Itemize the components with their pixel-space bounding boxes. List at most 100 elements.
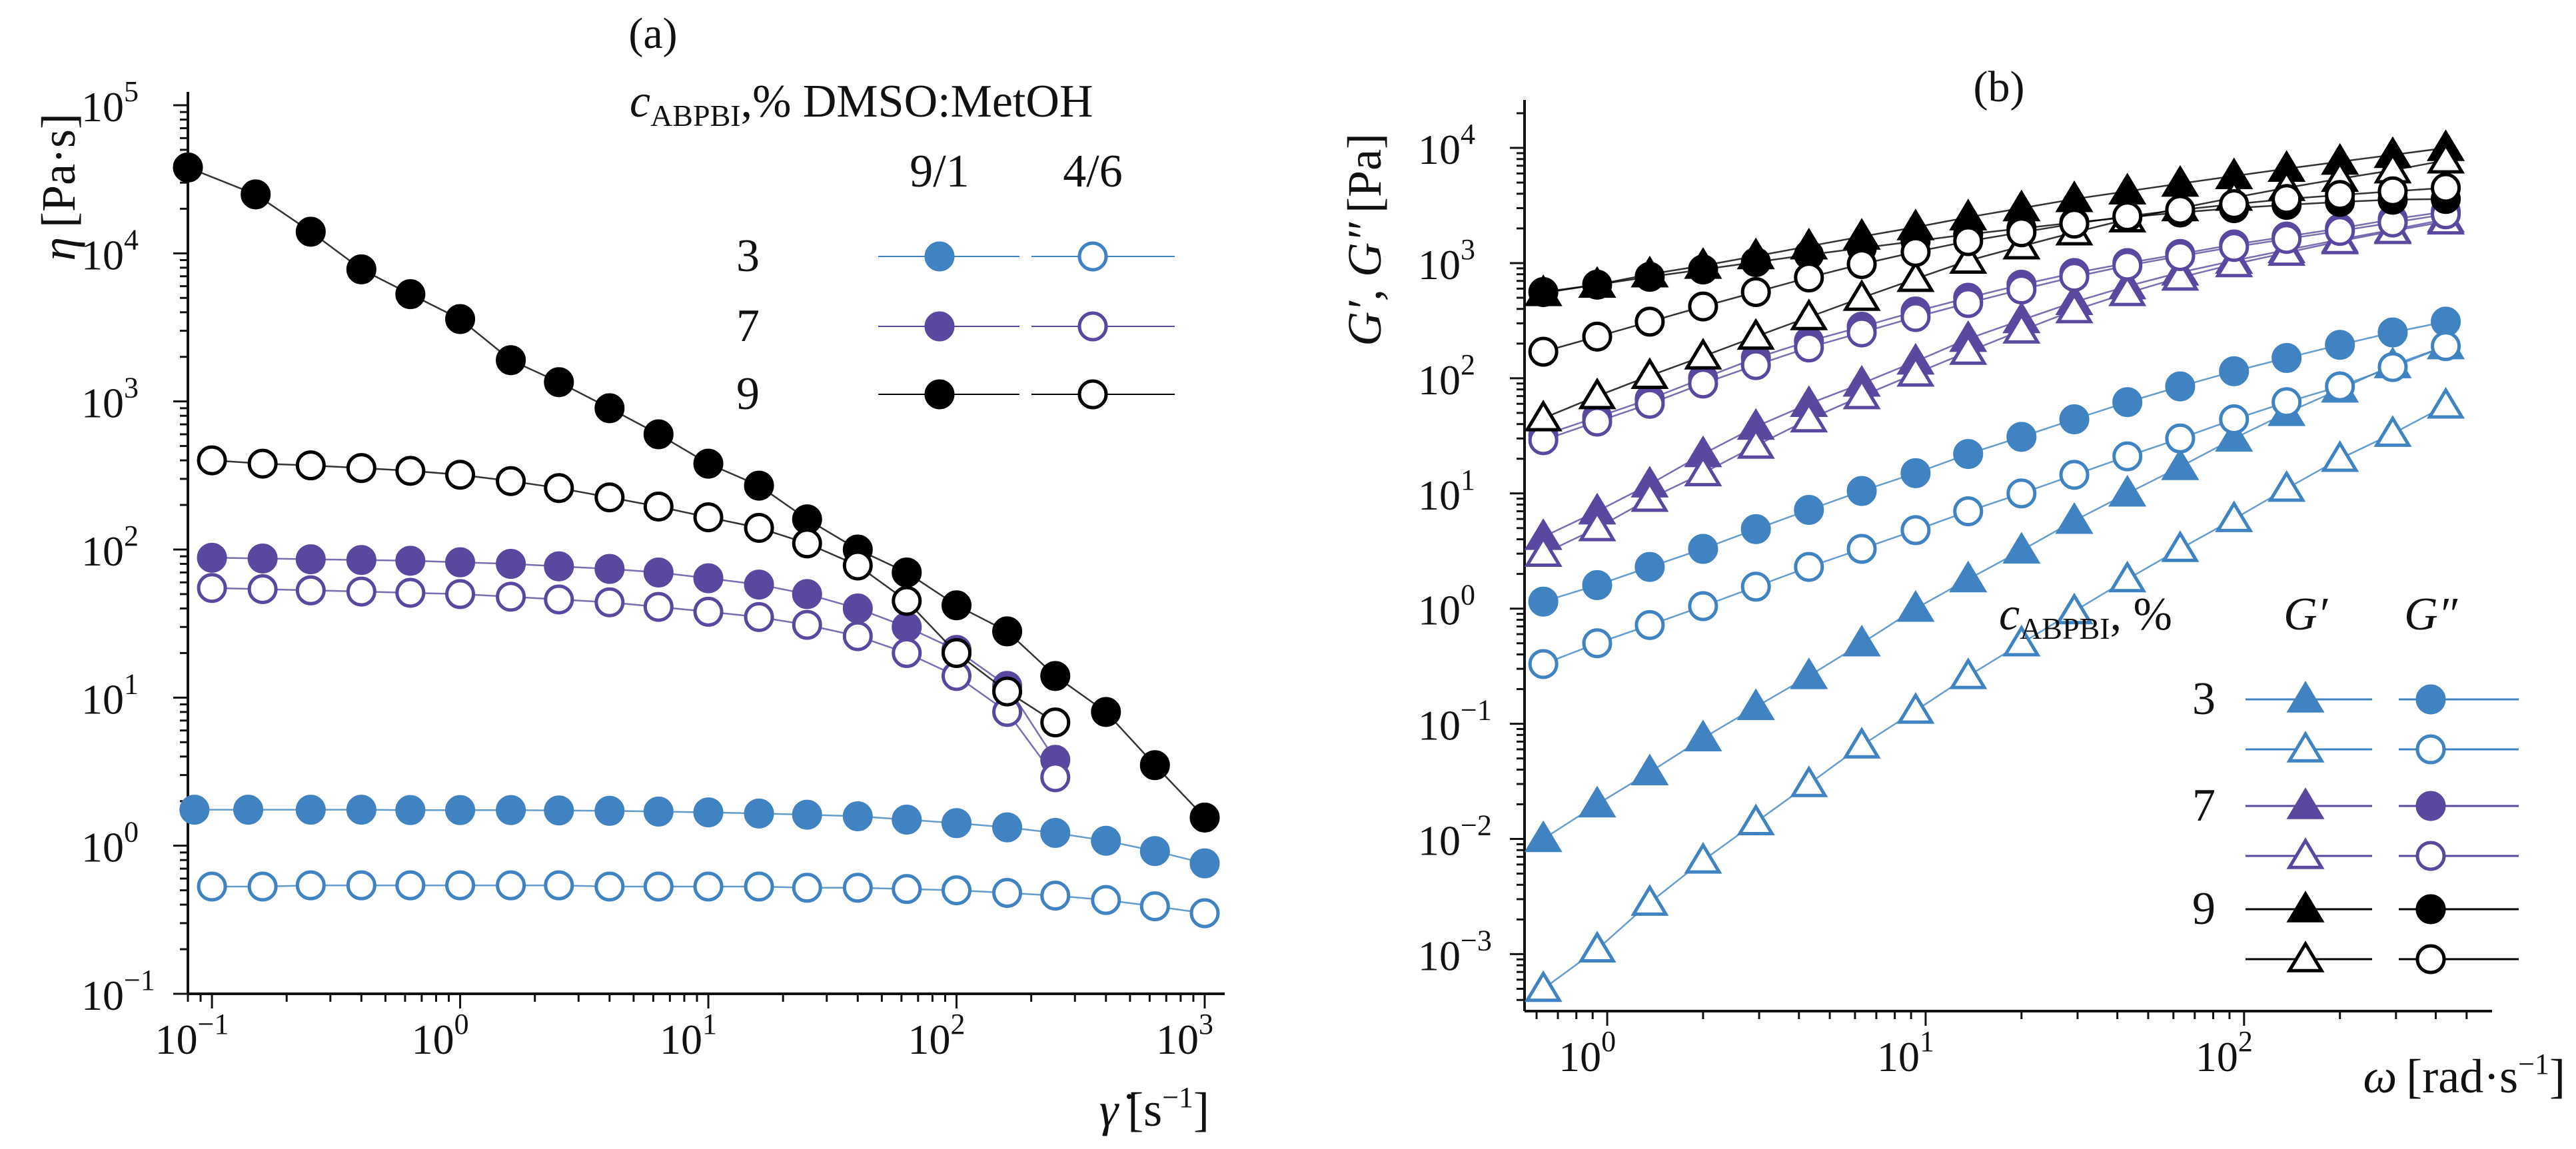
y-tick-label: 105 [81, 75, 139, 131]
circle-point [2431, 331, 2461, 362]
y-tick-exponent: 5 [124, 75, 139, 108]
y-tick-exponent: 1 [124, 667, 139, 700]
series-3-9-1-g- [1524, 327, 2465, 853]
triangle-point [2426, 141, 2465, 174]
series-7-4-6 [197, 573, 1071, 793]
circle-point [693, 563, 724, 593]
x-tick-base: 10 [412, 1016, 454, 1063]
circle-point [1634, 552, 1665, 582]
x-tick-label: 102 [908, 1008, 966, 1063]
circle-point [1091, 885, 1121, 915]
y-axis-symbol: G′, G″ [1338, 222, 1391, 346]
legend-marker-filled [924, 379, 955, 410]
circle-point [2165, 194, 2196, 225]
x-tick-label: 10−1 [155, 1008, 229, 1063]
circle-point [2219, 232, 2250, 262]
circle-point [842, 801, 873, 831]
circle-point [992, 616, 1023, 647]
y-tick-exponent: −3 [1461, 924, 1492, 957]
x-tick-base: 10 [660, 1016, 702, 1063]
circle-point [892, 557, 922, 587]
circle-point [594, 795, 625, 826]
triangle-point [1630, 753, 1669, 786]
x-axis-unit-close: ] [2549, 1050, 2565, 1103]
circle-point [2431, 306, 2461, 337]
circle-point [496, 795, 526, 825]
triangle-point [2055, 502, 2094, 534]
triangle-point [2108, 474, 2147, 507]
triangle-point [2002, 532, 2041, 564]
series-3-9-1 [179, 795, 1220, 879]
y-tick-label: 103 [81, 372, 139, 427]
circle-point [544, 870, 574, 901]
triangle-point [1842, 377, 1881, 410]
circle-point [179, 795, 210, 825]
legend-marker-filled [2415, 894, 2446, 925]
triangle-point [2055, 291, 2094, 324]
triangle-point [1790, 298, 1828, 330]
circle-point [892, 611, 922, 642]
circle-point [1040, 762, 1071, 793]
series-3-4-6 [197, 870, 1220, 929]
y-tick-base: 10 [1418, 472, 1461, 519]
legend-row-label: 9 [2192, 883, 2216, 935]
circle-point [496, 870, 526, 901]
triangle-point [1684, 454, 1722, 487]
legend-marker-filled [2286, 891, 2325, 923]
circle-point [1688, 591, 1718, 621]
circle-point [496, 549, 526, 579]
circle-point [594, 393, 625, 424]
x-tick-label: 101 [1877, 1025, 1934, 1080]
y-tick-base: 10 [1418, 126, 1461, 173]
x-tick-exponent: 0 [1601, 1025, 1616, 1058]
y-tick-base: 10 [1418, 817, 1461, 865]
circle-point [395, 546, 426, 576]
x-tick-exponent: 2 [2238, 1025, 2253, 1058]
legend-title-c: c [1999, 589, 2020, 640]
circle-point [2271, 387, 2302, 418]
circle-point [346, 453, 376, 484]
circle-point [1634, 388, 1665, 419]
triangle-point [1684, 842, 1722, 874]
circle-point [247, 574, 278, 604]
circle-point [1688, 254, 1718, 285]
circle-point [643, 591, 674, 622]
triangle-point [1842, 727, 1881, 759]
triangle-point [1736, 318, 1775, 350]
y-tick-base: 10 [1418, 356, 1461, 404]
circle-point [445, 460, 476, 490]
triangle-point [2161, 530, 2200, 562]
circle-point [241, 179, 271, 210]
triangle-point [1524, 970, 1563, 1002]
circle-point [2059, 262, 2090, 292]
circle-point [693, 871, 724, 902]
circle-point [992, 676, 1023, 707]
x-axis-unit-exponent: −1 [2518, 1048, 2549, 1080]
legend-row-label: 7 [2192, 780, 2216, 831]
circle-point [1740, 350, 1771, 380]
circle-point [544, 584, 574, 615]
legend-marker-open [2286, 837, 2325, 869]
circle-point [693, 596, 724, 627]
legend-marker-filled [2415, 791, 2446, 821]
legend-title-subscript: ABPBI [650, 99, 740, 133]
panel-a: 10−1 100 101 102 10310−1100101102103104105(a… [32, 9, 1225, 1136]
circle-point [1040, 661, 1071, 691]
circle-point [496, 466, 526, 496]
x-tick-exponent: 1 [1920, 1025, 1934, 1058]
circle-point [295, 795, 326, 825]
circle-point [643, 796, 674, 827]
circle-point [744, 601, 774, 632]
circle-point [395, 577, 426, 608]
circle-point [2377, 317, 2408, 348]
y-tick-exponent: 3 [124, 372, 139, 404]
circle-point [892, 637, 922, 668]
circle-point [594, 587, 625, 617]
y-tick-exponent: 0 [1461, 579, 1475, 611]
circle-point [744, 570, 774, 600]
circle-point [1634, 609, 1665, 640]
circle-point [942, 590, 972, 621]
y-axis-label: η [Pa·s] [32, 113, 85, 261]
circle-point [2165, 371, 2196, 402]
